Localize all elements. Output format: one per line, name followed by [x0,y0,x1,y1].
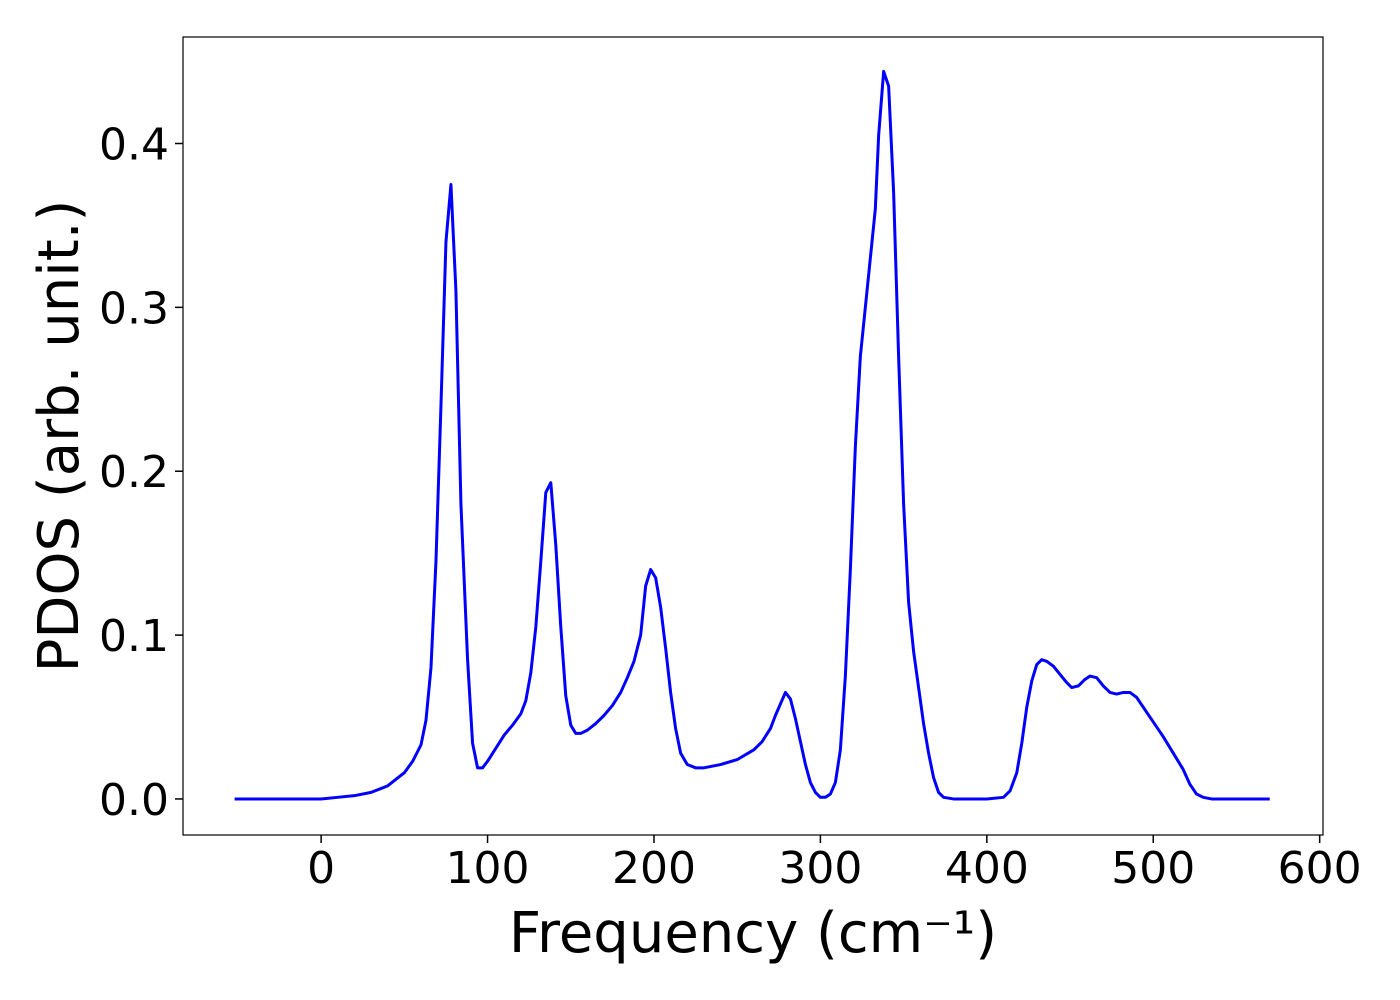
y-tick-label: 0.4 [99,120,169,171]
x-axis-label: Frequency (cm⁻¹) [509,901,997,966]
y-axis-label: PDOS (arb. unit.) [27,200,92,673]
x-tick-label: 500 [1111,843,1195,894]
y-tick-label: 0.3 [99,283,169,334]
x-tick-label: 0 [307,843,335,894]
y-tick-label: 0.2 [99,447,169,498]
x-tick-label: 100 [446,843,530,894]
x-tick-label: 400 [945,843,1029,894]
y-tick-label: 0.1 [99,611,169,662]
x-tick-label: 300 [778,843,862,894]
x-tick-label: 600 [1278,843,1362,894]
data-line [234,69,1270,801]
plot-frame [182,36,1324,836]
x-tick-label: 200 [612,843,696,894]
y-tick-label: 0.0 [99,775,169,826]
